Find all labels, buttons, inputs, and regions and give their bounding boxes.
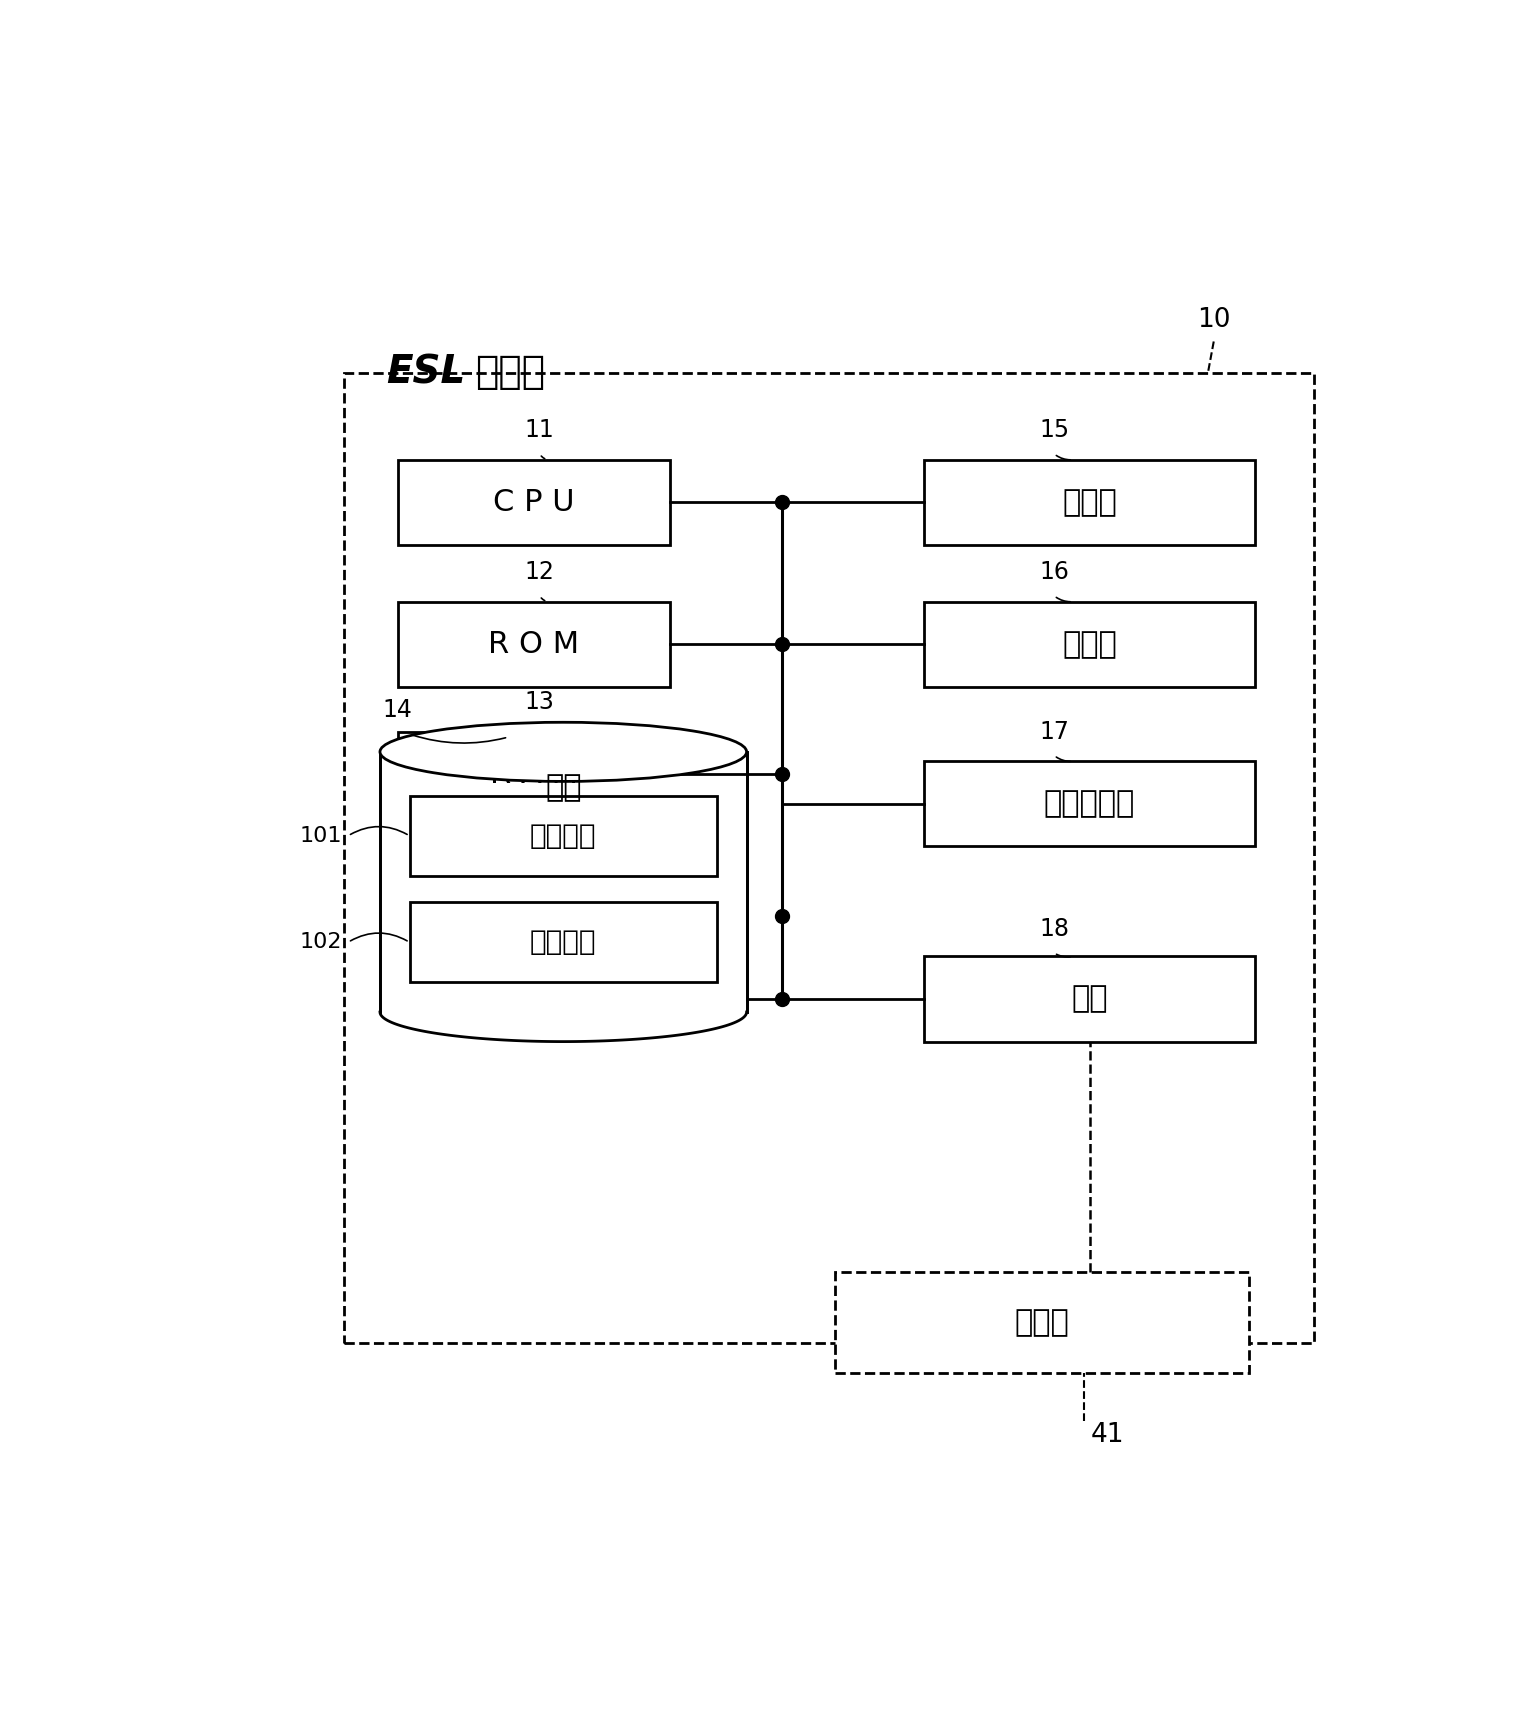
Text: C P U: C P U	[493, 488, 574, 517]
Text: 12: 12	[525, 560, 554, 584]
Bar	[409, 796, 717, 875]
Text: 101: 101	[299, 825, 342, 846]
Point	[771, 631, 795, 658]
Text: 13: 13	[525, 689, 554, 713]
Text: 显示器: 显示器	[1062, 488, 1117, 517]
Point	[771, 489, 795, 517]
Point	[771, 903, 795, 930]
Text: 连接文件: 连接文件	[530, 929, 597, 956]
Text: 16: 16	[1039, 560, 1070, 584]
Bar	[398, 601, 670, 687]
Point	[771, 986, 795, 1013]
Text: 10: 10	[1196, 307, 1230, 333]
Bar	[925, 460, 1256, 544]
Bar	[835, 1272, 1250, 1373]
Text: 接口: 接口	[1071, 984, 1108, 1013]
Text: 硬盘: 硬盘	[545, 774, 581, 801]
Text: 14: 14	[383, 698, 412, 722]
Text: 服务器: 服务器	[475, 353, 545, 391]
Text: 输入部: 输入部	[1062, 629, 1117, 658]
Text: 基地站: 基地站	[1015, 1308, 1070, 1337]
Bar	[398, 460, 670, 544]
Bar	[925, 762, 1256, 846]
Bar	[380, 751, 746, 1011]
Bar	[345, 374, 1314, 1344]
Bar	[409, 903, 717, 982]
Bar	[398, 732, 670, 817]
Ellipse shape	[380, 722, 746, 782]
Text: R A M: R A M	[490, 760, 578, 789]
Text: 18: 18	[1039, 917, 1070, 941]
Text: 15: 15	[1039, 419, 1070, 443]
Text: R O M: R O M	[488, 629, 580, 658]
Bar	[925, 956, 1256, 1042]
Text: ESL: ESL	[386, 353, 465, 391]
Bar	[925, 601, 1256, 687]
Text: 102: 102	[299, 932, 342, 953]
Text: 11: 11	[525, 419, 554, 443]
Text: 41: 41	[1091, 1423, 1125, 1449]
Text: 17: 17	[1039, 720, 1070, 744]
Text: 数据通信部: 数据通信部	[1044, 789, 1135, 818]
Point	[771, 760, 795, 787]
Text: 商品文件: 商品文件	[530, 822, 597, 849]
